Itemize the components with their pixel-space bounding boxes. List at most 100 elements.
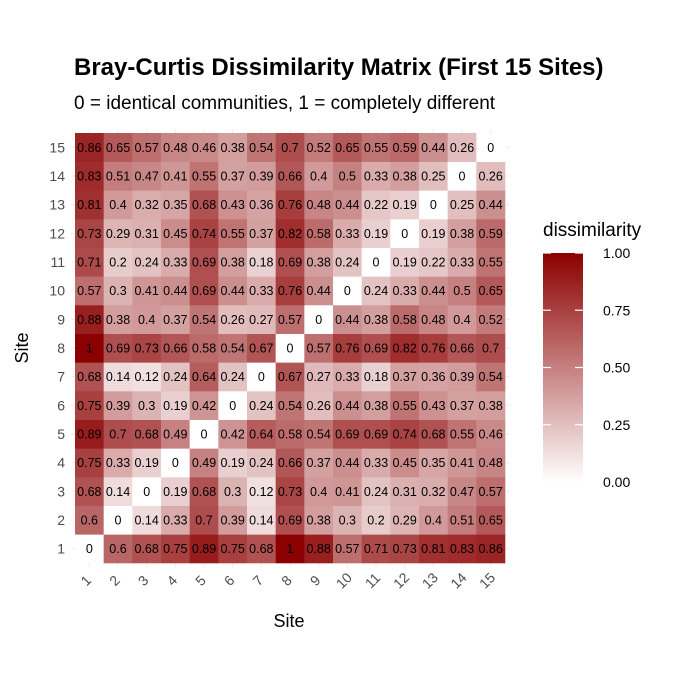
heatmap-cell (247, 505, 276, 535)
cell-value-label: 0.14 (106, 370, 130, 384)
cell-value-label: 0.38 (306, 514, 330, 528)
heatmap-cell (75, 505, 104, 535)
cell-value-label: 0.67 (278, 370, 302, 384)
heatmap-cell (161, 305, 190, 334)
heatmap-cell (132, 362, 162, 392)
heatmap-cell (161, 534, 190, 564)
cell-value-label: 0.7 (109, 428, 126, 442)
heatmap-cell (476, 247, 506, 277)
x-tick-label: 3 (135, 572, 152, 589)
heatmap-cell (447, 391, 477, 420)
cell-value-label: 0.83 (77, 170, 101, 184)
cell-value-label: 0.71 (77, 256, 101, 270)
heatmap-cell (390, 276, 420, 306)
cell-value-label: 0 (401, 227, 408, 241)
cell-value-label: 0.2 (109, 256, 126, 270)
heatmap-cell (333, 477, 362, 506)
cell-value-label: 0 (315, 313, 322, 327)
cell-value-label: 0.18 (249, 256, 273, 270)
cell-value-label: 0.19 (163, 399, 187, 413)
cell-value-label: 0.37 (249, 227, 273, 241)
cell-value-label: 0.31 (392, 485, 416, 499)
cell-value-label: 0.24 (249, 399, 273, 413)
cell-value-label: 0.44 (335, 399, 359, 413)
heatmap-cell (304, 247, 334, 277)
cell-value-label: 0.57 (134, 141, 158, 155)
heatmap-cell (161, 448, 190, 478)
cell-value-label: 0.44 (421, 141, 445, 155)
heatmap-cell (390, 362, 420, 392)
cell-value-label: 0.68 (134, 428, 158, 442)
cell-value-label: 0.6 (109, 542, 126, 556)
cell-value-label: 0 (373, 256, 380, 270)
cell-value-label: 0.86 (77, 141, 101, 155)
heatmap-cell (161, 333, 190, 363)
cell-value-label: 0.26 (450, 141, 474, 155)
heatmap-cell (218, 161, 248, 191)
heatmap-cell (247, 391, 276, 420)
cell-value-label: 0.44 (163, 284, 187, 298)
cell-value-label: 0.37 (220, 170, 244, 184)
heatmap-cell (333, 219, 362, 248)
heatmap-cell (103, 247, 133, 277)
cell-value-label: 0.14 (134, 514, 158, 528)
heatmap-cell (333, 133, 362, 162)
cell-value-label: 0.81 (421, 542, 445, 556)
cell-value-label: 0.66 (278, 456, 302, 470)
cell-value-label: 0.19 (220, 456, 244, 470)
cell-value-label: 0.55 (364, 141, 388, 155)
cell-value-label: 0.69 (278, 256, 302, 270)
cell-value-label: 0.24 (364, 485, 388, 499)
cell-value-label: 0.44 (220, 284, 244, 298)
heatmap-cell (189, 505, 219, 535)
cell-value-label: 0.55 (192, 170, 216, 184)
cell-value-label: 0.46 (478, 428, 502, 442)
cell-value-label: 0.4 (453, 313, 470, 327)
cell-value-label: 0.35 (421, 456, 445, 470)
x-tick-label: 6 (221, 572, 238, 589)
heatmap-cell (161, 247, 190, 277)
heatmap-cell (103, 161, 133, 191)
cell-value-label: 0.57 (306, 342, 330, 356)
heatmap-cell (247, 362, 276, 392)
cell-value-label: 0.19 (392, 198, 416, 212)
heatmap-cell (476, 391, 506, 420)
heatmap-cell (333, 276, 362, 306)
heatmap-cell (218, 477, 248, 506)
heatmap-cell (304, 133, 334, 162)
cell-value-label: 0.44 (335, 313, 359, 327)
cell-value-label: 0.54 (478, 370, 502, 384)
heatmap-cells (75, 133, 506, 564)
y-tick-label: 11 (50, 254, 65, 270)
cell-value-label: 0.27 (249, 313, 273, 327)
cell-value-label: 0.45 (163, 227, 187, 241)
heatmap-cell (275, 448, 305, 478)
heatmap-cell (247, 161, 276, 191)
heatmap-cell (447, 362, 477, 392)
cell-value-label: 0.54 (249, 141, 273, 155)
x-tick-label: 5 (192, 572, 209, 589)
heatmap-cell (247, 448, 276, 478)
y-tick-label: 9 (57, 311, 65, 327)
x-tick-label: 4 (163, 572, 180, 589)
heatmap-cell (447, 534, 477, 564)
cell-value-label: 0.5 (339, 170, 356, 184)
heatmap-cell (447, 505, 477, 535)
heatmap-cell (247, 219, 276, 248)
x-tick-label: 9 (307, 572, 324, 589)
heatmap-cell (218, 133, 248, 162)
heatmap-cell (75, 534, 104, 564)
heatmap-cell (361, 133, 391, 162)
cell-value-label: 0.66 (278, 170, 302, 184)
y-tick-label: 8 (57, 340, 65, 356)
heatmap-cell (75, 391, 104, 420)
x-tick-label: 12 (390, 569, 412, 591)
heatmap-cell (247, 305, 276, 334)
cell-value-label: 0 (459, 170, 466, 184)
cell-value-label: 0.54 (306, 428, 330, 442)
heatmap-cell (75, 448, 104, 478)
heatmap-cell (275, 505, 305, 535)
cell-value-label: 0 (344, 284, 351, 298)
cell-value-label: 0.76 (278, 198, 302, 212)
cell-value-label: 0.38 (106, 313, 130, 327)
